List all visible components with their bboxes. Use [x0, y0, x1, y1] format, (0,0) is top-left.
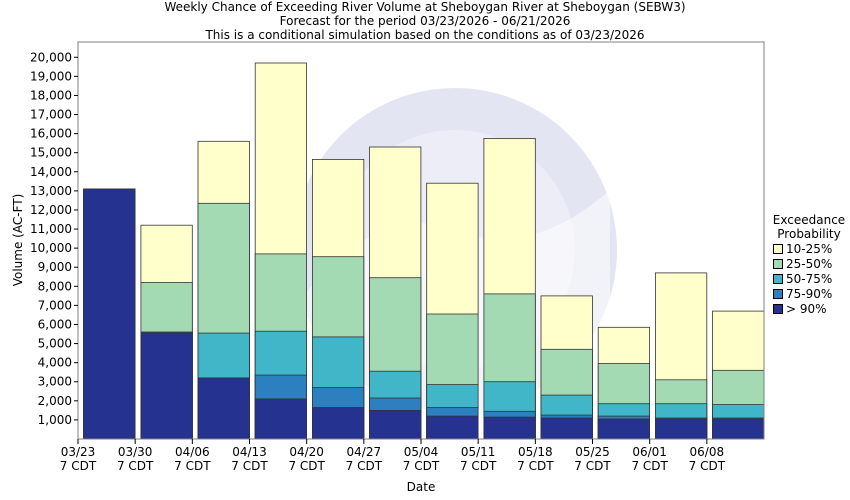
- y-tick-label: 14,000: [30, 165, 72, 179]
- legend-item-50-75: 50-75%: [773, 271, 850, 286]
- x-tick-label-date: 05/04: [404, 445, 439, 459]
- y-axis: 1,000 2,000 3,000 4,000 5,000 6,000 7,000 8,000…: [30, 50, 78, 427]
- y-tick-label: 8,000: [38, 279, 72, 293]
- legend-label-25-50: 25-50%: [786, 256, 833, 271]
- y-tick-label: 11,000: [30, 222, 72, 236]
- legend-swatch-75-90: [773, 288, 783, 299]
- bar-gt-90-week-8: [483, 416, 536, 440]
- x-tick-label-date: 06/01: [632, 445, 667, 459]
- bar-gt-90-week-9: [540, 417, 593, 440]
- legend-item-25-50: 25-50%: [773, 256, 850, 271]
- y-tick-label: 16,000: [30, 127, 72, 141]
- legend-swatch-50-75: [773, 273, 783, 284]
- x-tick-label-time: 7 CDT: [689, 459, 726, 473]
- x-tick-label-date: 04/20: [289, 445, 324, 459]
- x-tick-label-time: 7 CDT: [403, 459, 440, 473]
- legend-item-10-25: 10-25%: [773, 241, 850, 256]
- x-tick-label-date: 03/23: [61, 445, 96, 459]
- legend-swatch-gt-90: [773, 303, 783, 314]
- x-tick-label-time: 7 CDT: [574, 459, 611, 473]
- bar-gt-90-week-2: [140, 332, 193, 440]
- x-tick-label-time: 7 CDT: [174, 459, 211, 473]
- legend-label-gt-90: > 90%: [786, 301, 827, 316]
- chart-title: Weekly Chance of Exceeding River Volume …: [164, 0, 686, 14]
- bar-gt-90-week-5: [311, 407, 365, 440]
- y-tick-label: 1,000: [38, 413, 72, 427]
- x-tick-label-date: 04/06: [175, 445, 210, 459]
- bar-gt-90-week-4: [254, 398, 307, 440]
- chart-subtitle-conditions: This is a conditional simulation based o…: [205, 28, 645, 42]
- bar-gt-90-week-1: [83, 188, 136, 440]
- x-tick-label-time: 7 CDT: [288, 459, 325, 473]
- y-tick-label: 7,000: [38, 298, 72, 312]
- y-tick-label: 18,000: [30, 88, 72, 102]
- bar-gt-90-week-12: [712, 418, 765, 440]
- x-tick-label-time: 7 CDT: [60, 459, 97, 473]
- bar-gt-90-week-11: [655, 418, 708, 440]
- x-tick-label-date: 04/27: [347, 445, 382, 459]
- y-tick-label: 10,000: [30, 241, 72, 255]
- y-tick-label: 19,000: [30, 69, 72, 83]
- chart-titles: Weekly Chance of Exceeding River Volume …: [0, 0, 850, 42]
- legend-swatch-10-25: [773, 243, 783, 254]
- y-tick-label: 15,000: [30, 146, 72, 160]
- x-tick-label-date: 06/08: [690, 445, 725, 459]
- bar-gt-90-week-7: [426, 415, 479, 440]
- x-tick-label-time: 7 CDT: [460, 459, 497, 473]
- legend: Exceedance Probability 10-25% 25-50% 50-…: [768, 213, 850, 316]
- chart-subtitle-period: Forecast for the period 03/23/2026 - 06/…: [279, 14, 571, 28]
- y-tick-label: 12,000: [30, 203, 72, 217]
- legend-label-10-25: 10-25%: [786, 241, 833, 256]
- y-tick-label: 5,000: [38, 337, 72, 351]
- bar-gt-90-week-3: [197, 377, 250, 440]
- y-tick-label: 4,000: [38, 356, 72, 370]
- legend-title-line1: Exceedance: [772, 213, 846, 227]
- x-axis-label: Date: [407, 480, 436, 494]
- x-tick-label-time: 7 CDT: [117, 459, 154, 473]
- x-tick-label-time: 7 CDT: [517, 459, 554, 473]
- y-tick-label: 17,000: [30, 108, 72, 122]
- bar-gt-90-week-10: [597, 418, 651, 440]
- legend-title-line2: Probability: [777, 227, 841, 241]
- bar-gt-90-week-6: [369, 409, 422, 440]
- y-tick-label: 20,000: [30, 50, 72, 64]
- y-axis-label: Volume (AC-FT): [11, 194, 25, 287]
- x-tick-label-date: 05/18: [518, 445, 553, 459]
- x-tick-label-time: 7 CDT: [346, 459, 383, 473]
- x-tick-label-date: 05/11: [461, 445, 496, 459]
- y-tick-label: 9,000: [38, 260, 72, 274]
- x-tick-label-time: 7 CDT: [631, 459, 668, 473]
- y-tick-label: 6,000: [38, 317, 72, 331]
- legend-label-75-90: 75-90%: [786, 286, 833, 301]
- x-tick-label-date: 03/30: [118, 445, 153, 459]
- y-tick-label: 3,000: [38, 375, 72, 389]
- bars-layer: [83, 62, 765, 440]
- legend-item-gt-90: > 90%: [773, 301, 850, 316]
- legend-swatch-25-50: [773, 258, 783, 269]
- x-tick-label-date: 05/25: [575, 445, 610, 459]
- y-tick-label: 13,000: [30, 184, 72, 198]
- legend-label-50-75: 50-75%: [786, 271, 833, 286]
- y-tick-label: 2,000: [38, 394, 72, 408]
- x-tick-label-date: 04/13: [232, 445, 267, 459]
- x-tick-label-time: 7 CDT: [231, 459, 268, 473]
- legend-item-75-90: 75-90%: [773, 286, 850, 301]
